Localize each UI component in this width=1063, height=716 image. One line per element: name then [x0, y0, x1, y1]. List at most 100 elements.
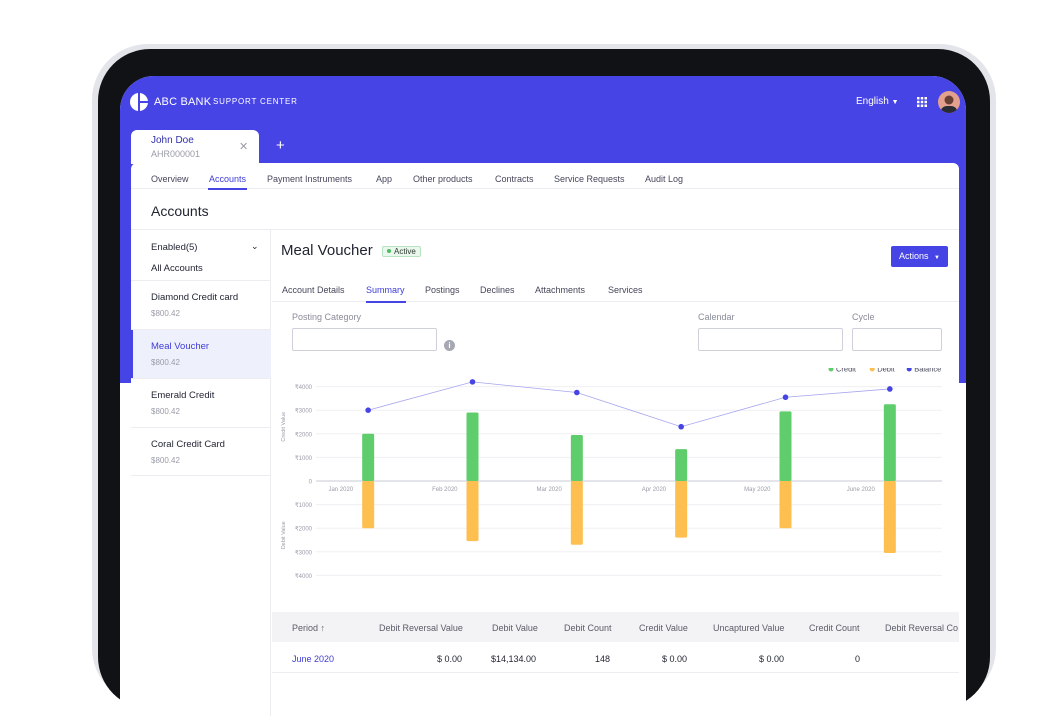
- x-tick-label: Jan 2020: [328, 487, 353, 493]
- close-icon[interactable]: ✕: [239, 141, 249, 153]
- nav-service-requests[interactable]: Service Requests: [554, 174, 625, 184]
- debit-bar: [883, 481, 896, 553]
- tab-attachments[interactable]: Attachments: [535, 285, 586, 295]
- customer-panel: Overview Accounts Payment Instruments Ap…: [131, 163, 959, 716]
- page-title: Accounts: [151, 203, 209, 219]
- user-avatar[interactable]: [938, 91, 960, 113]
- tab-postings[interactable]: Postings: [425, 285, 460, 295]
- account-filter-value: All Accounts: [151, 263, 203, 274]
- nav-app[interactable]: App: [376, 174, 393, 184]
- balance-point: [365, 407, 371, 413]
- primary-nav: Overview Accounts Payment Instruments Ap…: [131, 163, 959, 190]
- chevron-down-icon: ▼: [891, 99, 899, 106]
- cell-credit-count: 0: [855, 654, 861, 664]
- actions-label: Actions: [899, 251, 929, 261]
- column-header-debit-reversal-value[interactable]: Debit Reversal Value: [379, 623, 463, 633]
- brand-name: ABC BANK: [154, 96, 212, 108]
- credit-bar: [466, 412, 479, 481]
- avatar-person-icon: [941, 95, 957, 113]
- account-item-diamond-credit-card[interactable]: Diamond Credit card $800.42: [131, 280, 271, 329]
- column-header-debit-count[interactable]: Debit Count: [564, 623, 612, 633]
- balance-point: [574, 389, 580, 396]
- account-name: Emerald Credit: [151, 390, 215, 401]
- account-item-coral-credit-card[interactable]: Coral Credit Card $800.42: [131, 427, 271, 476]
- nav-accounts[interactable]: Accounts: [209, 174, 247, 184]
- status-badge: Active: [382, 246, 421, 257]
- account-tabs: Account Details Summary Postings Decline…: [272, 282, 959, 303]
- app-screen: ABC BANK SUPPORT CENTER English ▼ John D…: [120, 76, 966, 716]
- cycle-field[interactable]: [852, 328, 942, 351]
- cell-period[interactable]: June 2020: [292, 654, 335, 664]
- legend-label: Debit: [877, 368, 895, 374]
- actions-button[interactable]: Actions ▼: [891, 246, 948, 267]
- nav-contracts[interactable]: Contracts: [495, 174, 534, 184]
- cell-debit-value: $14,134.00: [491, 654, 537, 664]
- column-header-period[interactable]: Period ↑: [292, 623, 325, 633]
- customer-tab[interactable]: John Doe AHR000001 ✕: [131, 130, 259, 164]
- language-label: English: [856, 96, 889, 107]
- account-title: Meal Voucher: [281, 242, 373, 259]
- customer-id: AHR000001: [151, 149, 201, 159]
- brand-subtitle: SUPPORT CENTER: [213, 97, 298, 106]
- credit-bar: [779, 411, 792, 481]
- debit-bar: [779, 481, 792, 529]
- nav-overview[interactable]: Overview: [151, 174, 189, 184]
- account-amount: $800.42: [151, 358, 180, 367]
- credit-bar: [883, 404, 896, 481]
- account-name: Meal Voucher: [151, 341, 210, 352]
- y-tick-label: ₹4000: [295, 384, 313, 391]
- language-selector[interactable]: English ▼: [856, 96, 899, 107]
- cell-credit-value: $ 0.00: [662, 654, 688, 664]
- nav-active-indicator: [208, 188, 247, 190]
- status-dot-icon: [387, 249, 391, 253]
- legend-label: Credit: [836, 368, 857, 374]
- credit-bar: [362, 433, 375, 481]
- account-amount: $800.42: [151, 309, 180, 318]
- tab-declines[interactable]: Declines: [480, 285, 515, 295]
- column-header-debit-value[interactable]: Debit Value: [492, 623, 538, 633]
- apps-grid-icon[interactable]: [917, 97, 927, 107]
- x-tick-label: May 2020: [744, 487, 771, 493]
- y-axis-label-debit: Debit Value: [281, 521, 287, 549]
- y-tick-label: ₹4000: [295, 573, 313, 580]
- posting-category-label: Posting Category: [292, 312, 362, 322]
- nav-audit-log[interactable]: Audit Log: [645, 174, 684, 184]
- account-filter-label[interactable]: Enabled(5): [151, 242, 198, 253]
- account-item-emerald-credit[interactable]: Emerald Credit $800.42: [131, 378, 271, 427]
- column-header-debit-reversal-count[interactable]: Debit Reversal Co: [885, 623, 959, 633]
- y-axis-label-credit: Credit Value: [281, 412, 287, 442]
- cycle-label: Cycle: [852, 312, 875, 322]
- tab-services[interactable]: Services: [608, 285, 643, 295]
- add-tab-button[interactable]: +: [276, 137, 285, 154]
- chevron-down-icon[interactable]: ⌄: [251, 241, 259, 251]
- table-row[interactable]: June 2020 $ 0.00 $14,134.00 148 $ 0.00 $…: [272, 642, 959, 673]
- y-tick-label: 0: [309, 480, 313, 486]
- x-tick-label: June 2020: [847, 487, 876, 493]
- debit-bar: [675, 481, 688, 538]
- nav-other-products[interactable]: Other products: [413, 174, 473, 184]
- balance-point: [469, 379, 476, 385]
- cell-debit-count: 148: [595, 654, 611, 664]
- table-header: Period ↑ Debit Reversal Value Debit Valu…: [272, 612, 959, 642]
- debit-bar: [466, 481, 479, 542]
- account-name: Coral Credit Card: [151, 439, 225, 450]
- column-header-credit-count[interactable]: Credit Count: [809, 623, 860, 633]
- x-tick-label: Feb 2020: [432, 487, 458, 493]
- y-tick-label: ₹2000: [295, 526, 313, 533]
- nav-payment-instruments[interactable]: Payment Instruments: [267, 174, 353, 184]
- info-icon[interactable]: i: [444, 340, 455, 351]
- balance-point: [782, 394, 789, 401]
- account-detail: Meal Voucher Active Actions ▼ Account De…: [272, 230, 959, 716]
- account-item-meal-voucher[interactable]: Meal Voucher $800.42: [131, 329, 271, 379]
- y-tick-label: ₹3000: [295, 549, 313, 556]
- tab-summary[interactable]: Summary: [366, 285, 405, 295]
- cell-uncaptured-value: $ 0.00: [759, 654, 785, 664]
- posting-category-field[interactable]: [292, 328, 437, 351]
- balance-point: [887, 386, 893, 392]
- column-header-credit-value[interactable]: Credit Value: [639, 623, 688, 633]
- credit-bar: [675, 449, 688, 481]
- column-header-uncaptured-value[interactable]: Uncaptured Value: [713, 623, 785, 633]
- tab-account-details[interactable]: Account Details: [282, 285, 345, 295]
- calendar-field[interactable]: [698, 328, 843, 351]
- customer-name: John Doe: [151, 135, 194, 146]
